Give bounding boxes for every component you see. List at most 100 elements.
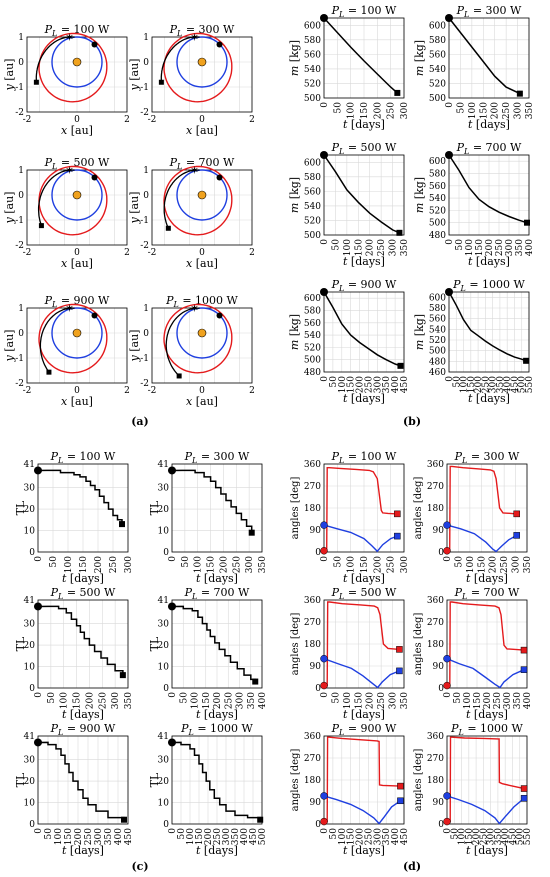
- y-axis-label: m [kg]: [413, 314, 426, 350]
- x-tick-label: 150: [79, 556, 89, 573]
- x-tick-label: 450: [124, 828, 134, 845]
- panel-label-d: (d): [403, 860, 421, 873]
- x-tick-label: 0: [168, 692, 178, 698]
- x-tick-label: 150: [360, 102, 370, 119]
- y-axis-label: y [au]: [3, 330, 16, 363]
- end-marker: [119, 521, 125, 528]
- x-tick-label: 150: [477, 556, 487, 573]
- x-tick-label: -2: [148, 115, 157, 125]
- y-tick-label: 90: [310, 662, 322, 672]
- start-marker: [34, 602, 42, 611]
- end-marker-blue: [396, 667, 403, 675]
- x-tick-label: 0: [320, 102, 330, 108]
- x-axis-label: t [days]: [62, 708, 104, 721]
- plot-frame: [323, 599, 405, 689]
- subplot-d-2: PL = 300 W0 50 100 150 200 250 300 350090180270…: [413, 450, 533, 585]
- series-line: [171, 741, 261, 820]
- x-tick-label: 50: [333, 102, 343, 114]
- x-tick-label: 250: [500, 556, 510, 573]
- start-marker-red: [443, 817, 451, 826]
- series-line: [171, 469, 253, 533]
- x-tick-label: 0: [199, 386, 205, 396]
- transfer-trajectory: [163, 169, 200, 229]
- x-tick-label: 200: [489, 556, 499, 573]
- plot-frame: [446, 463, 528, 553]
- departure-marker: [216, 312, 223, 319]
- series-line-red: [324, 601, 400, 687]
- arrival-marker: [176, 373, 182, 379]
- y-tick-label: 30: [24, 756, 36, 766]
- plot-frame: [446, 599, 528, 689]
- end-marker-red: [520, 646, 528, 654]
- chart-title: PL = 700 W: [184, 586, 250, 601]
- y-tick-label: -1: [140, 354, 149, 364]
- subplot-d-6: PL = 1000 W05010015020025030035040045050…: [413, 722, 533, 857]
- series-line: [37, 605, 124, 676]
- subplot-b-2: PL = 300 W 0 50 100 150 200 250 300 350 500 520 540…: [413, 4, 535, 131]
- y-tick-label: 30: [24, 484, 36, 494]
- y-tick-label: 0: [29, 548, 35, 558]
- y-tick-label: 10: [158, 527, 170, 537]
- x-tick-label: 300: [94, 828, 104, 845]
- y-tick-label: 180: [427, 504, 444, 514]
- x-tick-label: 200: [94, 556, 104, 573]
- series-line: [448, 291, 527, 362]
- y-tick-label: -2: [140, 379, 149, 389]
- y-tick-label: 0: [438, 820, 444, 830]
- x-tick-label: 150: [354, 239, 364, 256]
- y-tick-label: 600: [429, 157, 446, 167]
- y-tick-label: 0: [18, 58, 24, 68]
- end-marker-blue: [513, 532, 520, 539]
- x-tick-label: 0: [443, 692, 453, 698]
- start-marker-blue: [443, 792, 451, 800]
- y-tick-label: 0: [438, 684, 444, 694]
- x-tick-label: 0: [320, 239, 330, 245]
- x-tick-label: 350: [231, 828, 241, 845]
- subplot-c-3: PL = 500 W0 50 100 150 200 250 300 350010203041…: [14, 586, 134, 721]
- x-tick-label: 250: [479, 828, 489, 845]
- x-tick-label: 200: [373, 102, 383, 119]
- x-tick-label: 300: [111, 692, 121, 709]
- x-tick-label: 50: [450, 828, 460, 840]
- start-marker: [445, 14, 453, 22]
- sun-marker: [72, 57, 82, 67]
- transfer-trajectory: [165, 307, 200, 377]
- x-tick-label: 400: [503, 376, 513, 393]
- series-line: [323, 291, 401, 367]
- x-tick-label: 100: [347, 556, 357, 573]
- star-marker: ✶: [190, 31, 199, 44]
- y-tick-label: 0: [315, 820, 321, 830]
- x-axis-label: x [au]: [186, 124, 218, 137]
- x-tick-label: 400: [258, 692, 268, 709]
- departure-marker: [216, 174, 223, 181]
- panel-label-c: (c): [131, 860, 148, 873]
- subplot-b-3: PL = 500 W 0 50 100 150 200 250 300 350 500 520 540…: [288, 141, 410, 268]
- x-tick-label: 0: [168, 828, 178, 834]
- x-tick-label: 2: [124, 386, 130, 396]
- inner-orbit: [51, 307, 103, 359]
- y-axis-label: angles [deg]: [413, 749, 424, 812]
- subplot-a-6: PL = 1000 W -2 0 2 -2 -1 0 1 x [au] y [au] ✶: [128, 294, 255, 408]
- x-axis-label: t [days]: [62, 572, 104, 585]
- y-tick-label: 540: [429, 325, 446, 335]
- x-tick-label: 350: [515, 239, 525, 256]
- chart-title: PL = 1000 W: [452, 278, 525, 293]
- y-tick-label: -2: [140, 241, 149, 251]
- x-axis-label: x [au]: [61, 124, 93, 137]
- series-line-red: [447, 601, 525, 687]
- x-tick-label: 50: [454, 556, 464, 568]
- y-tick-label: 180: [304, 504, 321, 514]
- start-marker: [320, 14, 328, 22]
- y-tick-label: 90: [433, 798, 445, 808]
- arrival-marker: [38, 223, 44, 229]
- x-tick-label: 400: [240, 828, 250, 845]
- series-line: [37, 469, 123, 525]
- y-tick-label: 10: [24, 799, 36, 809]
- x-tick-label: 150: [207, 556, 217, 573]
- series-line-red: [324, 736, 401, 823]
- y-tick-label: 180: [427, 776, 444, 786]
- y-axis-label: angles [deg]: [290, 477, 301, 540]
- y-tick-label: 0: [163, 820, 169, 830]
- x-tick-label: 200: [485, 239, 495, 256]
